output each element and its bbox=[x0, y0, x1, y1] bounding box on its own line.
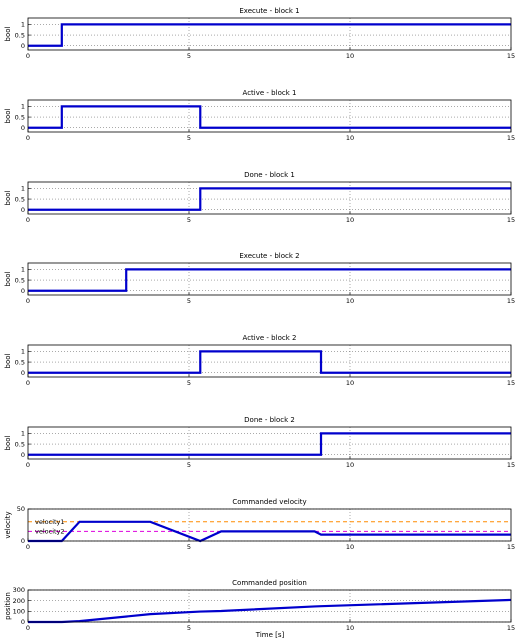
series-line bbox=[28, 23, 511, 47]
y-tick-label: 100 bbox=[13, 608, 25, 616]
x-tick-label: 10 bbox=[346, 216, 354, 224]
x-tick-label: 0 bbox=[26, 461, 30, 469]
x-tick-label: 5 bbox=[187, 216, 191, 224]
x-tick-label: 10 bbox=[346, 52, 354, 60]
x-tick-label: 10 bbox=[346, 379, 354, 387]
y-axis-label: bool bbox=[4, 26, 12, 41]
chart-title: Active - block 2 bbox=[243, 334, 297, 342]
x-tick-label: 15 bbox=[507, 379, 515, 387]
x-tick-label: 5 bbox=[187, 461, 191, 469]
x-tick-label: 15 bbox=[507, 134, 515, 142]
axes-frame bbox=[27, 344, 512, 378]
y-tick-label: 0 bbox=[21, 369, 25, 377]
series-line bbox=[28, 598, 512, 624]
y-axis-label: velocity bbox=[4, 511, 12, 538]
x-tick-label: 15 bbox=[507, 52, 515, 60]
series-line bbox=[28, 268, 511, 292]
y-tick-label: 300 bbox=[13, 586, 25, 594]
y-tick-label: 0 bbox=[21, 451, 25, 459]
y-tick-label: 0.5 bbox=[15, 113, 25, 121]
y-tick-label: 0 bbox=[21, 618, 25, 626]
y-tick-label: 1 bbox=[21, 185, 25, 193]
y-tick-label: 1 bbox=[21, 103, 25, 111]
chart-title: Done - block 1 bbox=[244, 171, 295, 179]
x-tick-label: 0 bbox=[26, 52, 30, 60]
x-tick-label: 15 bbox=[507, 216, 515, 224]
chart-title: Execute - block 1 bbox=[239, 7, 299, 15]
chart-title: Execute - block 2 bbox=[239, 252, 299, 260]
axes-frame bbox=[27, 17, 512, 51]
y-axis-label: bool bbox=[4, 353, 12, 368]
y-axis-label: bool bbox=[4, 271, 12, 286]
chart-title: Commanded velocity bbox=[232, 498, 306, 506]
y-tick-label: 0 bbox=[21, 206, 25, 214]
chart-panel-7: Commanded velocity velocity 0 50 0 5 10 15 veloc… bbox=[4, 498, 515, 551]
chart-title: Commanded position bbox=[232, 579, 307, 587]
y-tick-label: 0.5 bbox=[15, 358, 25, 366]
y-axis-label: bool bbox=[4, 435, 12, 450]
x-tick-label: 0 bbox=[26, 543, 30, 551]
y-tick-label: 0 bbox=[21, 287, 25, 295]
x-tick-label: 0 bbox=[26, 379, 30, 387]
y-tick-label: 1 bbox=[21, 430, 25, 438]
y-tick-label: 200 bbox=[13, 597, 25, 605]
chart-title: Done - block 2 bbox=[244, 416, 295, 424]
x-tick-label: 15 bbox=[507, 543, 515, 551]
axes-frame bbox=[27, 508, 512, 542]
x-tick-label: 10 bbox=[346, 624, 354, 632]
x-tick-label: 5 bbox=[187, 379, 191, 387]
axes-frame bbox=[27, 181, 512, 215]
y-tick-label: 0.5 bbox=[15, 31, 25, 39]
y-axis-label: position bbox=[4, 592, 12, 620]
reference-label-velocity1: velocity1 bbox=[35, 518, 65, 526]
y-tick-label: 0.5 bbox=[15, 195, 25, 203]
y-tick-label: 0.5 bbox=[15, 440, 25, 448]
y-axis-label: bool bbox=[4, 190, 12, 205]
x-tick-label: 10 bbox=[346, 461, 354, 469]
axes-frame bbox=[27, 262, 512, 296]
x-tick-label: 15 bbox=[507, 461, 515, 469]
axes-frame bbox=[27, 426, 512, 460]
x-tick-label: 0 bbox=[26, 216, 30, 224]
y-tick-label: 1 bbox=[21, 21, 25, 29]
y-tick-label: 0 bbox=[21, 124, 25, 132]
x-tick-label: 5 bbox=[187, 134, 191, 142]
y-axis-label: bool bbox=[4, 108, 12, 123]
x-tick-label: 15 bbox=[507, 624, 515, 632]
y-tick-label: 0 bbox=[21, 42, 25, 50]
y-tick-label: 0.5 bbox=[15, 276, 25, 284]
x-tick-label: 5 bbox=[187, 624, 191, 632]
x-tick-label: 0 bbox=[26, 134, 30, 142]
x-tick-label: 10 bbox=[346, 543, 354, 551]
chart-title: Active - block 1 bbox=[243, 89, 297, 97]
x-tick-label: 5 bbox=[187, 52, 191, 60]
x-tick-label: 15 bbox=[507, 297, 515, 305]
series-line bbox=[28, 105, 511, 129]
x-tick-label: 5 bbox=[187, 543, 191, 551]
series-line bbox=[28, 187, 511, 211]
x-tick-label: 10 bbox=[346, 134, 354, 142]
x-tick-label: 0 bbox=[26, 624, 30, 632]
reference-label-velocity2: velocity2 bbox=[35, 527, 65, 535]
x-tick-label: 10 bbox=[346, 297, 354, 305]
series-line bbox=[28, 432, 511, 456]
y-tick-label: 1 bbox=[21, 348, 25, 356]
y-tick-label: 1 bbox=[21, 266, 25, 274]
y-tick-label: 50 bbox=[17, 505, 25, 513]
axes-frame bbox=[27, 99, 512, 133]
y-tick-label: 0 bbox=[21, 537, 25, 545]
series-line bbox=[28, 350, 511, 374]
x-axis-label: Time [s] bbox=[255, 631, 285, 639]
x-tick-label: 5 bbox=[187, 297, 191, 305]
axes-frame bbox=[27, 589, 512, 623]
x-tick-label: 0 bbox=[26, 297, 30, 305]
